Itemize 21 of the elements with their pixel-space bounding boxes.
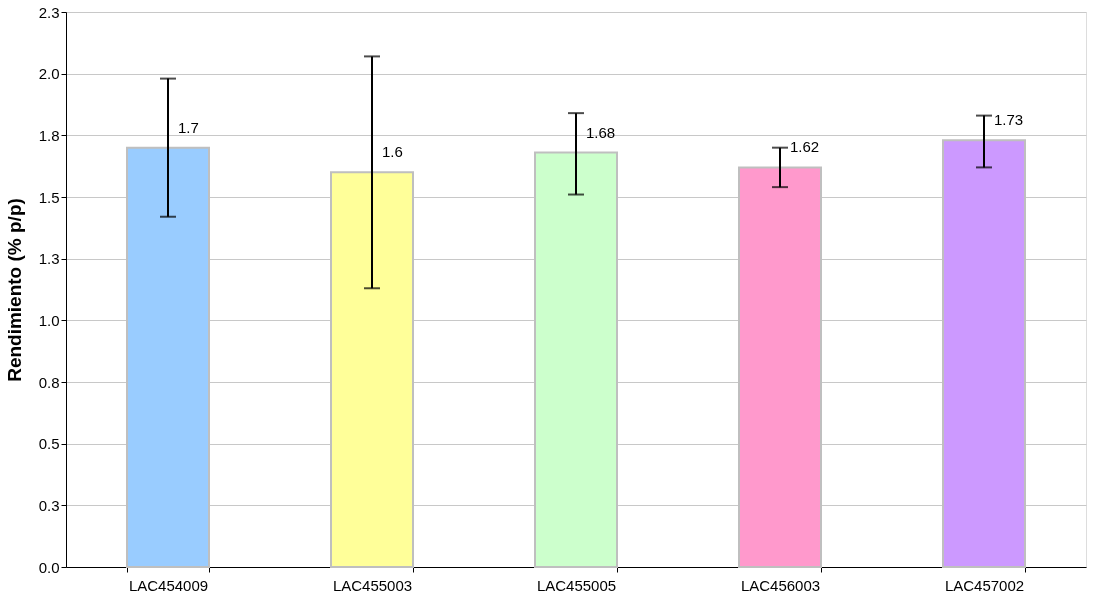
data-label: 1.7 [178,118,199,136]
y-tick-label: 0.0 [38,558,60,576]
data-label: 1.62 [790,138,820,156]
data-label: 1.73 [994,111,1024,129]
x-tick-label: LAC455003 [332,576,413,594]
y-tick-label: 2.0 [38,65,60,83]
y-tick-label: 1.8 [38,126,60,144]
x-tick-label: LAC454009 [128,576,209,594]
data-label: 1.68 [586,123,616,141]
y-tick-label: 2.3 [38,3,60,21]
y-tick-label: 0.5 [38,435,60,453]
y-tick-label: 0.3 [38,496,60,514]
x-tick-label: LAC455005 [536,576,617,594]
y-axis-title: Rendimiento (% p/p) [3,198,25,382]
x-tick-label: LAC456003 [740,576,821,594]
data-label: 1.6 [382,143,403,161]
y-tick-label: 1.0 [38,311,60,329]
y-tick-label: 1.3 [38,250,60,268]
y-tick-label: 0.8 [38,373,60,391]
y-tick-label: 1.5 [38,188,60,206]
x-tick-label: LAC457002 [944,576,1025,594]
